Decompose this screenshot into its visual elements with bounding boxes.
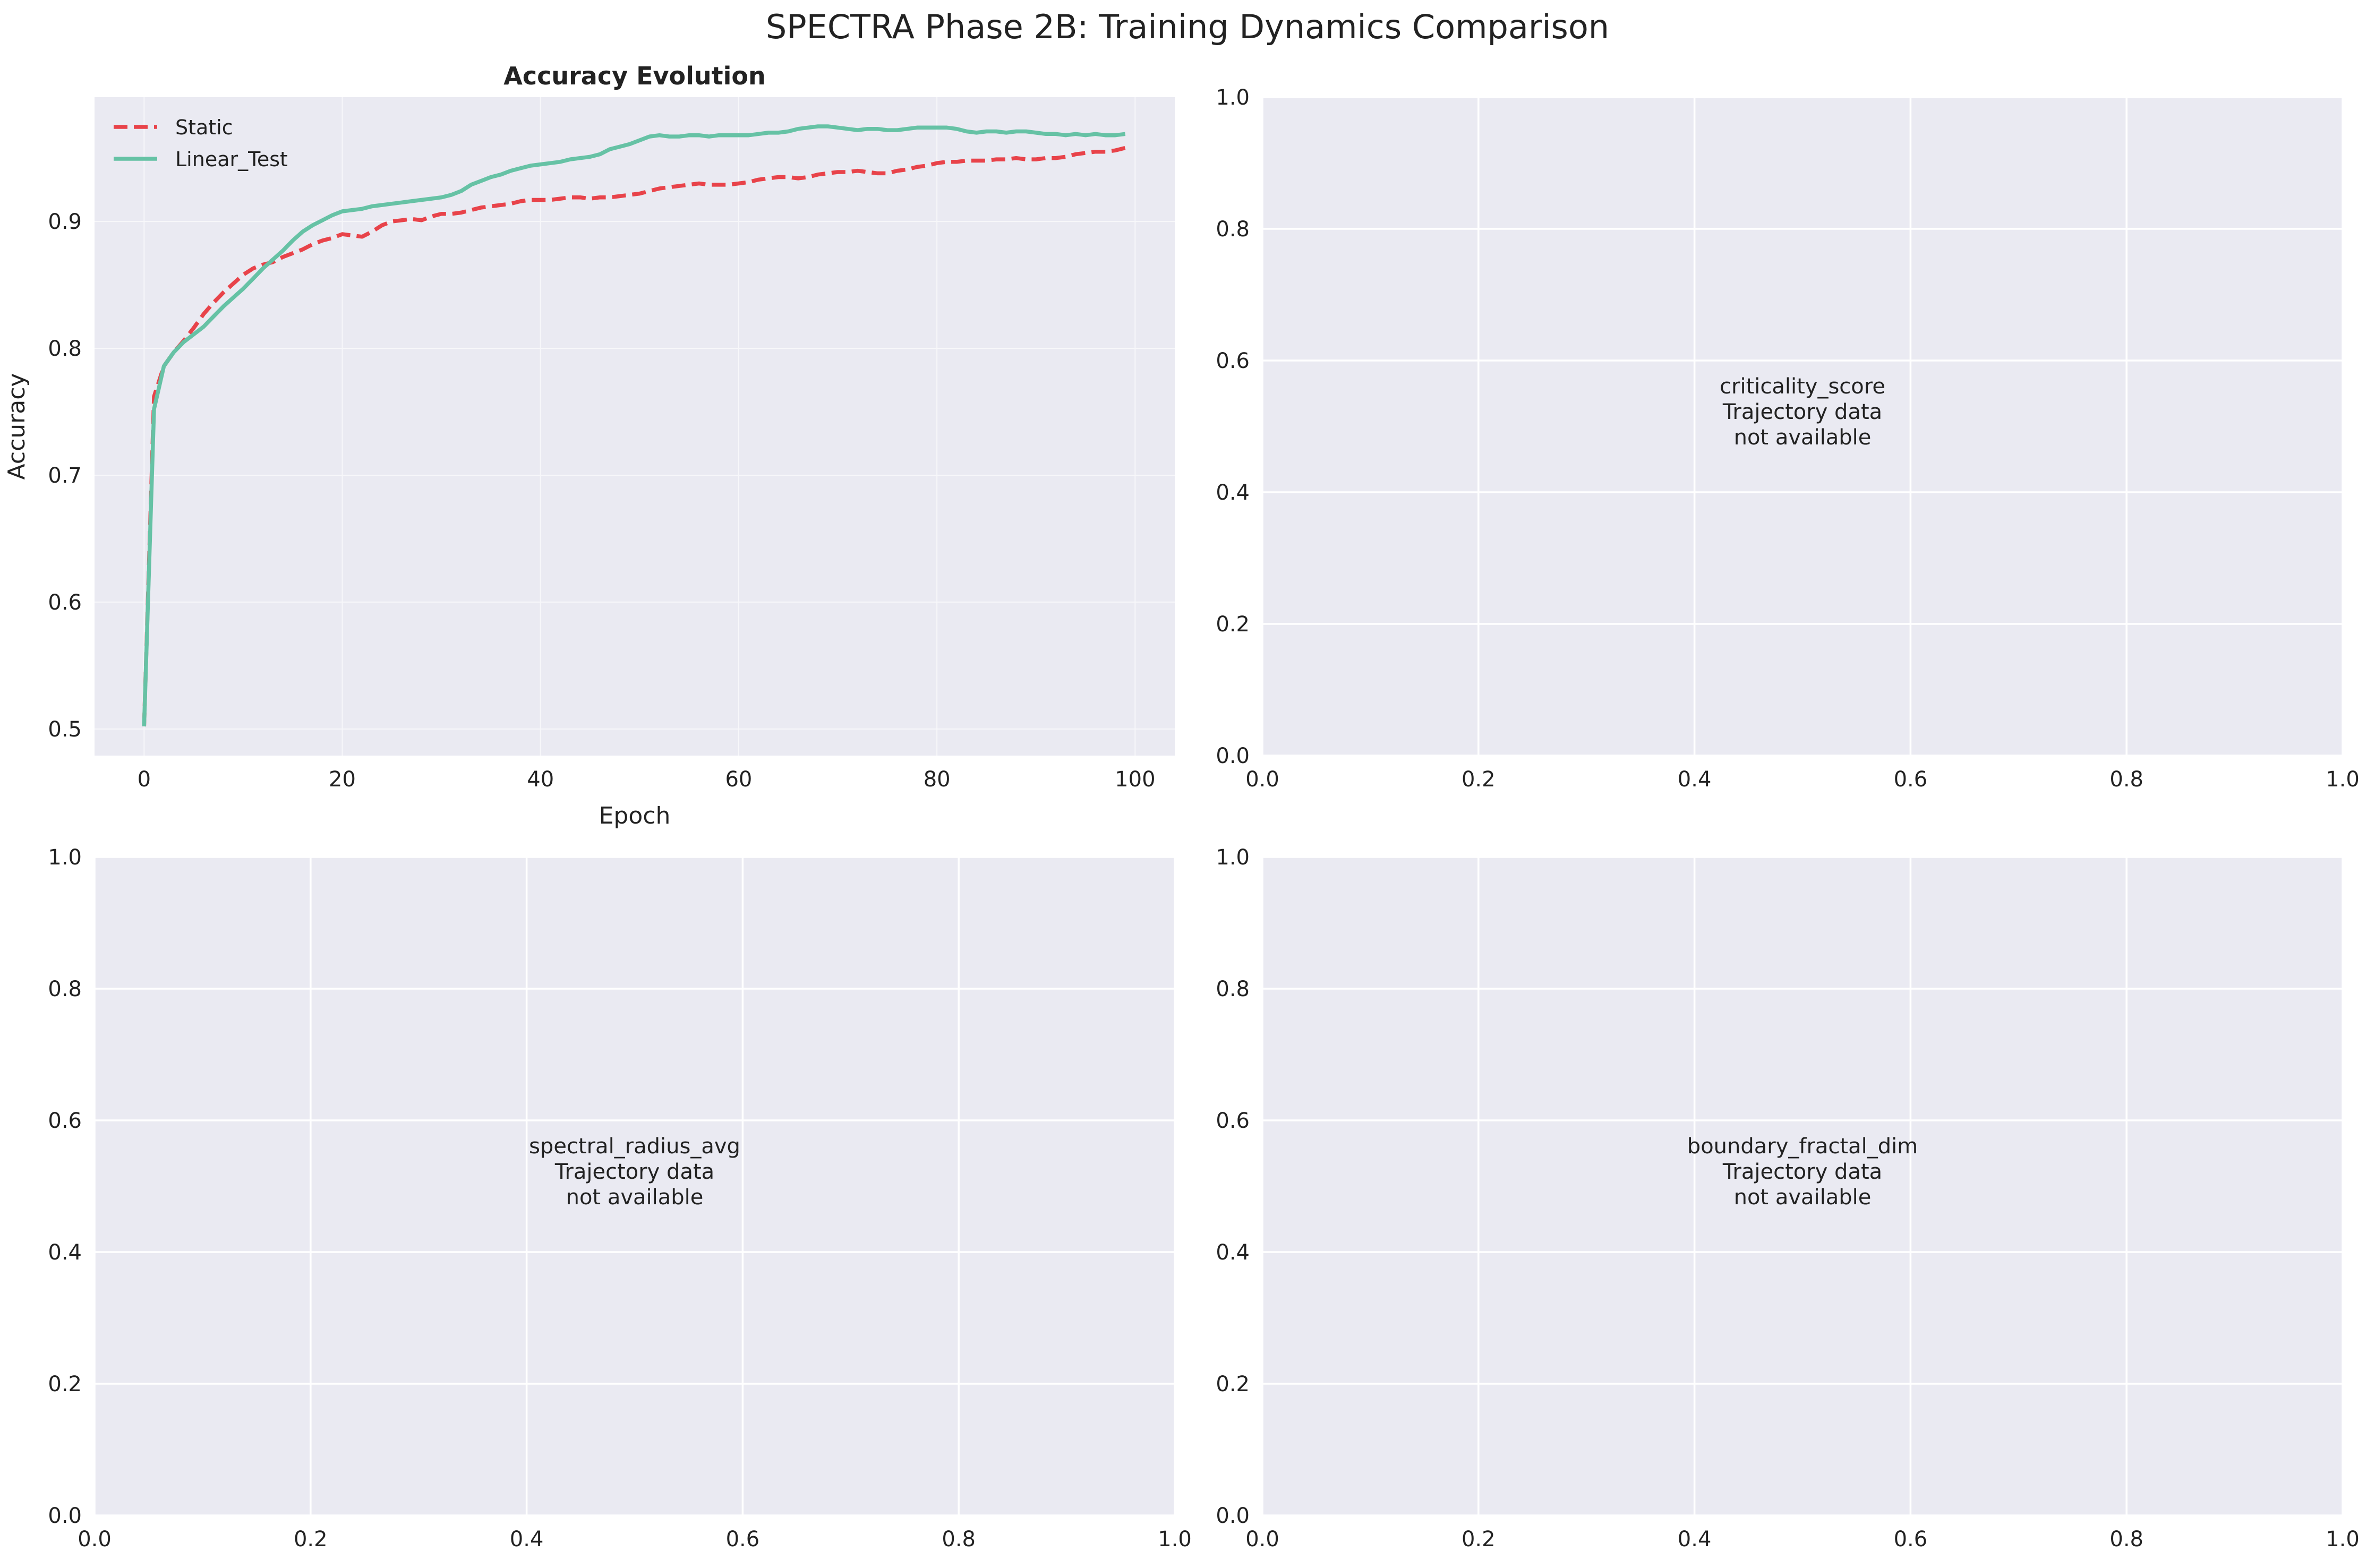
x-tick-label: 100 [1115, 767, 1155, 792]
annotation-line: criticality_score [1720, 374, 1885, 399]
x-tick-label: 0.0 [1245, 767, 1279, 792]
plot-area [1262, 97, 2343, 756]
figure-suptitle: SPECTRA Phase 2B: Training Dynamics Comp… [766, 7, 1609, 46]
y-tick-label: 0.6 [48, 590, 82, 615]
annotation-line: not available [1734, 425, 1872, 450]
x-tick-label: 60 [725, 767, 752, 792]
y-axis-label: Accuracy [3, 373, 30, 480]
plot-area [1262, 857, 2343, 1515]
y-tick-label: 1.0 [48, 845, 82, 870]
y-tick-label: 0.7 [48, 464, 82, 488]
x-tick-label: 0.6 [1894, 767, 1928, 792]
y-tick-label: 0.4 [48, 1240, 82, 1265]
subplot-4: 0.0 0.2 0.4 0.6 0.8 1.0 0.0 0.2 0.4 0.6 0.8 1.0 boun… [1216, 845, 2359, 1552]
series-line-static [142, 145, 1126, 727]
x-tick-label: 0.2 [294, 1527, 328, 1552]
y-tick-label: 0.2 [48, 1372, 82, 1396]
y-tick-label: 0.4 [1216, 481, 1250, 505]
y-tick-label: 0.6 [48, 1109, 82, 1133]
plot-area [95, 857, 1175, 1515]
x-tick-label: 0.0 [1245, 1527, 1279, 1552]
y-tick-label: 0.8 [48, 337, 82, 361]
x-tick-label: 0.6 [726, 1527, 760, 1552]
y-tick-label: 0.5 [48, 717, 82, 742]
annotation-line: not available [566, 1185, 704, 1210]
x-tick-label: 0.4 [1678, 1527, 1712, 1552]
y-tick-label: 0.6 [1216, 349, 1250, 373]
subplot-grid: 0 20 40 60 80 100 0.5 0.6 0.7 0.8 0.9 Accuracy Evol… [3, 62, 2360, 1552]
y-tick-label: 0.8 [48, 977, 82, 1001]
x-tick-label: 0.8 [942, 1527, 976, 1552]
y-tick-label: 0.8 [1216, 217, 1250, 242]
x-tick-label: 0.8 [2109, 767, 2143, 792]
subplot-3: 0.0 0.2 0.4 0.6 0.8 1.0 0.0 0.2 0.4 0.6 0.8 1.0 spec… [48, 845, 1191, 1552]
annotation-line: boundary_fractal_dim [1687, 1134, 1918, 1159]
x-tick-label: 1.0 [2326, 1527, 2360, 1552]
annotation-line: Trajectory data [1722, 1160, 1882, 1184]
y-tick-label: 0.2 [1216, 1372, 1250, 1396]
x-tick-label: 0.4 [1678, 767, 1712, 792]
annotation-line: Trajectory data [1722, 400, 1882, 424]
x-tick-label: 0.0 [78, 1527, 112, 1552]
legend-label: Linear_Test [175, 148, 288, 171]
y-tick-label: 0.0 [48, 1504, 82, 1528]
x-tick-label: 20 [329, 767, 356, 792]
x-tick-label: 0.4 [510, 1527, 544, 1552]
y-tick-label: 0.0 [1216, 1504, 1250, 1528]
x-axis-label: Epoch [599, 802, 671, 829]
subplot-title: Accuracy Evolution [503, 62, 766, 90]
y-tick-label: 0.2 [1216, 612, 1250, 637]
series-line-linear-test [142, 124, 1126, 727]
subplot-1: 0 20 40 60 80 100 0.5 0.6 0.7 0.8 0.9 Accuracy Evol… [3, 62, 1175, 829]
x-tick-label: 1.0 [2326, 767, 2360, 792]
y-tick-label: 0.8 [1216, 977, 1250, 1001]
y-tick-label: 0.0 [1216, 744, 1250, 768]
annotation-line: Trajectory data [554, 1160, 714, 1184]
subplot-2: 0.0 0.2 0.4 0.6 0.8 1.0 0.0 0.2 0.4 0.6 0.8 1.0 crit… [1216, 85, 2359, 792]
x-tick-label: 0.6 [1894, 1527, 1928, 1552]
x-tick-label: 80 [924, 767, 951, 792]
x-tick-label: 0.2 [1462, 767, 1496, 792]
plot-area [95, 97, 1175, 756]
x-tick-label: 0.2 [1462, 1527, 1496, 1552]
legend-label: Static [175, 116, 233, 139]
y-tick-label: 0.9 [48, 210, 82, 234]
y-tick-label: 0.6 [1216, 1109, 1250, 1133]
y-tick-label: 1.0 [1216, 845, 1250, 870]
x-tick-label: 0 [138, 767, 151, 792]
y-tick-label: 0.4 [1216, 1240, 1250, 1265]
x-tick-label: 1.0 [1158, 1527, 1192, 1552]
x-tick-label: 0.8 [2109, 1527, 2143, 1552]
legend: Static Linear_Test [114, 116, 288, 171]
y-tick-label: 1.0 [1216, 85, 1250, 110]
annotation-line: spectral_radius_avg [529, 1134, 740, 1159]
x-tick-label: 40 [527, 767, 554, 792]
annotation-line: not available [1734, 1185, 1872, 1210]
